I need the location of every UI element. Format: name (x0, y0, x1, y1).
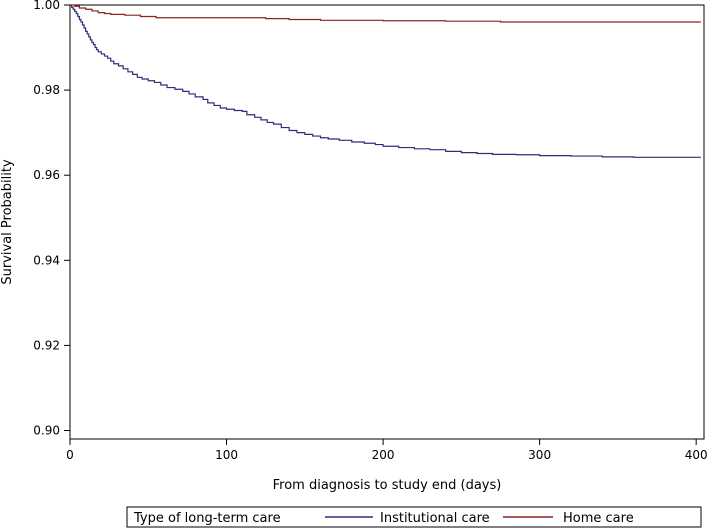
x-axis-title: From diagnosis to study end (days) (273, 478, 502, 493)
legend-title: Type of long-term care (133, 511, 281, 526)
y-tick-label: 0.98 (33, 83, 60, 97)
plot-frame (69, 4, 705, 440)
y-tick-label: 0.94 (33, 253, 60, 267)
axis-ticks: 0 100 200 300 400 0.90 0.92 0.94 0.96 0.98 1.00 (33, 0, 707, 462)
legend-label-institutional-care: Institutional care (380, 511, 490, 526)
x-tick-label: 100 (215, 448, 238, 462)
series-line-institutional-care (70, 4, 701, 158)
y-tick-label: 0.96 (33, 168, 60, 182)
x-tick-label: 300 (528, 448, 551, 462)
y-tick-label: 0.92 (33, 338, 60, 352)
legend-label-home-care: Home care (563, 511, 634, 526)
y-axis-title: Survival Probability (0, 159, 15, 285)
y-tick-label: 1.00 (33, 0, 60, 12)
legend-frame (126, 506, 702, 528)
y-tick-label: 0.90 (33, 423, 60, 437)
series-layer (70, 4, 701, 158)
x-tick-label: 400 (685, 448, 708, 462)
series-line-home-care (70, 4, 701, 23)
x-tick-label: 0 (66, 448, 74, 462)
x-tick-label: 200 (372, 448, 395, 462)
legend: Type of long-term care Institutional car… (126, 506, 702, 528)
